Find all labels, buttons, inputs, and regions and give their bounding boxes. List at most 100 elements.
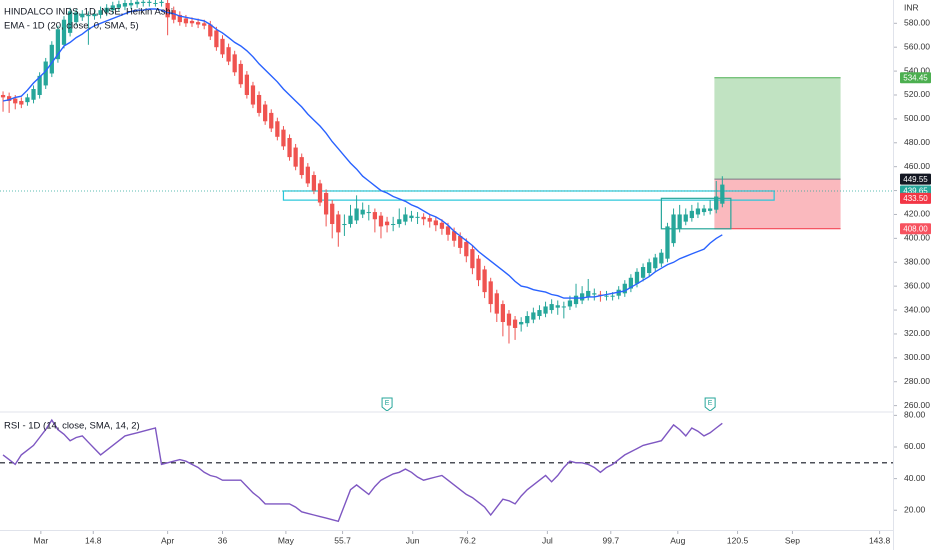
candle-body <box>25 97 30 103</box>
y-tick-label: 300.00 <box>904 352 930 362</box>
price-tag <box>900 192 931 204</box>
candle-body <box>122 2 128 7</box>
price-tag-label: 449.55 <box>903 175 928 184</box>
candle-body <box>342 224 347 226</box>
price-tag-label: 439.65 <box>903 187 928 196</box>
candle-body <box>403 214 408 222</box>
candle-body <box>287 137 292 158</box>
candle-body <box>183 18 189 24</box>
candle-body <box>586 290 591 297</box>
candle-body <box>13 98 18 104</box>
candle-body <box>256 94 262 113</box>
candle-body <box>622 283 627 294</box>
candle-body <box>720 184 725 204</box>
candle-body <box>445 226 451 235</box>
candle-body <box>67 11 73 33</box>
y-tick-label: 340.00 <box>904 304 930 314</box>
candle-body <box>714 196 719 210</box>
candle-body <box>214 30 219 48</box>
rsi-line <box>2 418 723 523</box>
y-tick-label: 420.00 <box>904 209 930 219</box>
y-tick-label: 360.00 <box>904 280 930 290</box>
candle-body <box>336 214 341 233</box>
x-tick-label: Aug <box>670 535 685 545</box>
candle-body <box>74 12 79 23</box>
candle-body <box>506 313 512 326</box>
candle-body <box>250 85 256 105</box>
candle-body <box>317 183 323 203</box>
candle-body <box>512 319 518 328</box>
x-tick-label: Sep <box>785 535 800 545</box>
candle-body <box>378 215 384 227</box>
y-tick-label: 480.00 <box>904 137 930 147</box>
candle-body <box>159 1 164 3</box>
candle-body <box>537 310 542 317</box>
x-tick-label: 99.7 <box>603 535 620 545</box>
y-tick-label: 540.00 <box>904 65 930 75</box>
price-tag-label: 534.45 <box>903 73 928 82</box>
candle-body <box>366 212 371 214</box>
candle-body <box>141 1 146 3</box>
candle-body <box>525 316 530 324</box>
y-tick-label: 380.00 <box>904 257 930 267</box>
stop-zone <box>714 179 841 229</box>
candle-body <box>549 304 554 311</box>
candle-body <box>92 13 97 17</box>
event-marker <box>381 397 393 411</box>
y-tick-label: 80.00 <box>904 410 926 420</box>
candle-body <box>354 208 359 221</box>
x-tick-label: Jun <box>406 535 420 545</box>
candle-body <box>165 2 170 18</box>
x-tick-label: Apr <box>161 535 174 545</box>
y-tick-label: 520.00 <box>904 89 930 99</box>
candle-body <box>323 192 329 215</box>
candle-body <box>458 235 463 248</box>
candle-body <box>610 295 615 297</box>
candle-body <box>519 321 524 325</box>
x-tick-label: 14.8 <box>85 535 102 545</box>
candle-body <box>451 231 457 241</box>
target-zone <box>714 77 841 180</box>
zone <box>660 197 732 230</box>
candle-body <box>640 267 646 278</box>
y-tick-label: 460.00 <box>904 161 930 171</box>
candle-body <box>281 129 286 147</box>
y-tick-label: 260.00 <box>904 400 930 410</box>
price-tag <box>900 173 931 185</box>
candle-body <box>299 157 304 176</box>
candle-body <box>238 63 243 85</box>
x-tick-label: 55.7 <box>334 535 351 545</box>
candle-body <box>531 312 536 320</box>
candle-body <box>98 10 103 15</box>
candle-body <box>677 214 682 229</box>
candle-body <box>653 257 658 269</box>
candle-body <box>439 222 445 229</box>
candle-body <box>7 96 12 101</box>
candle-body <box>208 24 213 37</box>
y-tick-label: 320.00 <box>904 328 930 338</box>
candle-body <box>689 210 694 219</box>
candle-body <box>701 208 707 213</box>
indicator-label: EMA - 1D (20, close, 0, SMA, 5) <box>4 21 139 32</box>
candle-body <box>31 89 36 100</box>
candle-body <box>384 221 390 226</box>
candle-body <box>195 22 201 25</box>
currency: INR <box>904 2 919 12</box>
y-tick-label: 40.00 <box>904 473 926 483</box>
x-tick-label: 76.2 <box>459 535 476 545</box>
candle-body <box>244 74 250 95</box>
rsi-pane <box>0 418 893 523</box>
candle-body <box>226 47 231 62</box>
candle-body <box>707 208 713 211</box>
candle-body <box>275 121 280 137</box>
event-label: E <box>385 400 390 407</box>
y-tick-label: 500.00 <box>904 113 930 123</box>
candle-body <box>427 218 432 222</box>
candle-body <box>269 112 274 129</box>
price-tag <box>900 223 931 235</box>
candle-body <box>80 13 85 18</box>
candle-body <box>305 166 310 184</box>
candle-body <box>128 2 134 6</box>
y-tick-label: 20.00 <box>904 504 926 514</box>
candle-body <box>0 94 6 98</box>
